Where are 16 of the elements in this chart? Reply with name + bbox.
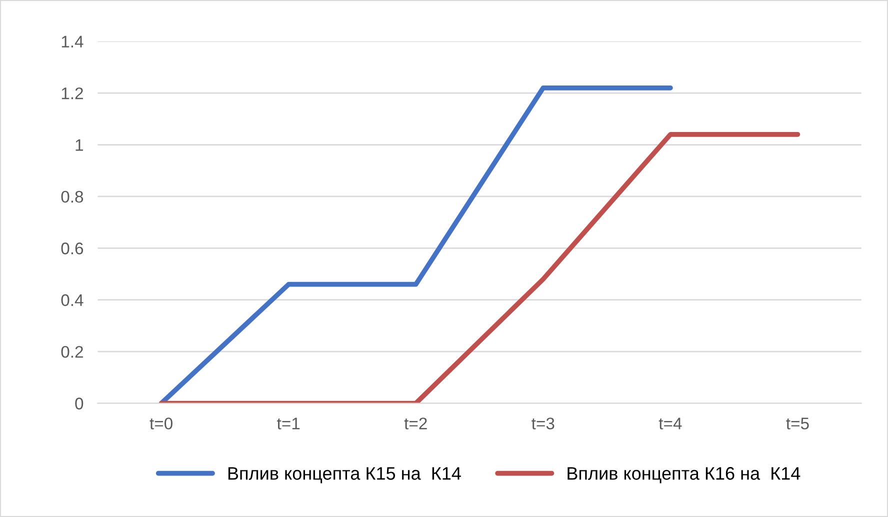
y-tick-label: 1	[76, 139, 83, 151]
legend-label: Вплив концепта К15 на К14	[228, 467, 461, 484]
y-tick-label: 0	[75, 398, 84, 410]
y-tick-label: 0.6	[61, 242, 84, 254]
y-tick-label: 0.8	[61, 190, 84, 203]
x-tick-label: t=0	[150, 418, 172, 430]
y-tick-label: 1.2	[62, 87, 83, 100]
x-tick-label: t=5	[786, 418, 809, 430]
x-tick-label: t=2	[404, 418, 427, 430]
y-tick-label: 1.4	[62, 36, 84, 48]
x-tick-label: t=3	[532, 418, 554, 430]
legend-label: Вплив концепта К16 на К14	[568, 467, 800, 484]
x-tick-label: t=4	[658, 418, 682, 430]
y-tick-label: 0.4	[61, 294, 84, 306]
x-tick-label: t=1	[277, 418, 300, 430]
y-tick-label: 0.2	[61, 346, 83, 358]
